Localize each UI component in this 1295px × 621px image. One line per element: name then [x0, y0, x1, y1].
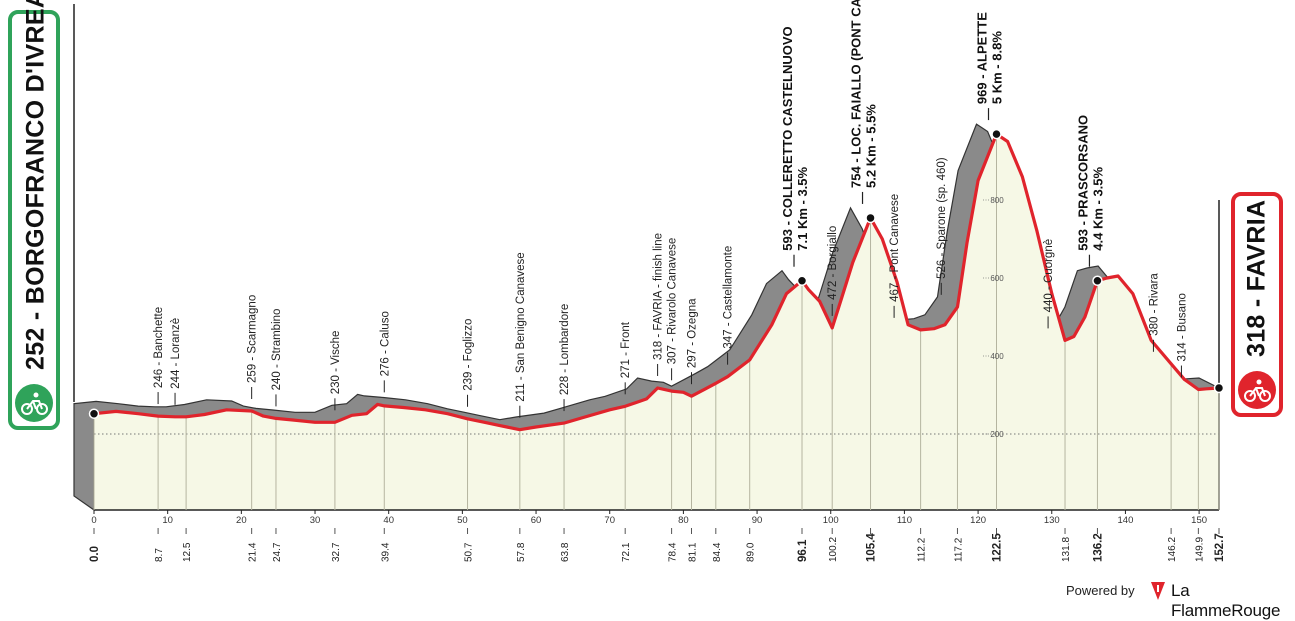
- place-label: 314 - Busano: [1176, 293, 1188, 361]
- powered-by-text: Powered by: [1066, 583, 1135, 598]
- place-label: 467 - Pont Canavese: [889, 194, 901, 302]
- km-mark-label: 122.5: [992, 533, 1004, 562]
- km-tick-label: 10: [162, 515, 173, 526]
- place-label: 526 - Sparone (sp. 460): [936, 157, 948, 279]
- km-tick-label: 130: [1044, 515, 1060, 526]
- km-tick-label: 50: [457, 515, 468, 526]
- km-mark-label: 149.9: [1194, 537, 1205, 562]
- start-badge: 252 - BORGOFRANCO D'IVREA: [8, 0, 60, 430]
- climb-label-detail: 5.2 Km - 5.5%: [864, 104, 879, 188]
- place-label: 380 - Rivara: [1148, 273, 1160, 336]
- finish-badge: 318 - FAVRIA: [1231, 192, 1283, 417]
- km-tick-label: 80: [678, 515, 689, 526]
- place-label: 271 - Front: [620, 321, 632, 378]
- km-mark-label: 32.7: [331, 542, 342, 562]
- start-marker: [88, 408, 100, 419]
- altitude-tick-label: 800: [990, 196, 1004, 205]
- km-tick-label: 150: [1191, 515, 1207, 526]
- climb-label-name: 593 - COLLERETTO CASTELNUOVO: [780, 26, 795, 250]
- place-label: 240 - Strambino: [271, 309, 283, 391]
- km-mark-label: 78.4: [668, 542, 679, 562]
- km-tick-label: 90: [752, 515, 763, 526]
- km-mark-label: 152.7: [1214, 533, 1226, 562]
- climb-label-detail: 5 Km - 8.8%: [990, 31, 1005, 104]
- km-mark-label: 24.7: [272, 542, 283, 562]
- km-mark-label: 117.2: [953, 537, 964, 562]
- climb-marker: [796, 275, 808, 286]
- km-mark-label: 96.1: [797, 539, 809, 562]
- km-mark-label: 84.4: [712, 542, 723, 562]
- km-mark-label: 112.2: [917, 537, 928, 562]
- km-tick-label: 110: [897, 515, 912, 526]
- climb-label-name: 969 - ALPETTE: [975, 12, 990, 104]
- km-mark-label: 39.4: [380, 542, 391, 562]
- climb-marker: [991, 128, 1002, 140]
- km-tick-label: 120: [970, 515, 986, 526]
- climb-label-name: 754 - LOC. FAIALLO (PONT CANAVESE): [849, 0, 864, 188]
- altitude-tick-label: 200: [990, 430, 1004, 439]
- start-label: 252 - BORGOFRANCO D'IVREA: [21, 0, 50, 370]
- km-mark-label: 136.2: [1092, 533, 1104, 562]
- place-label: 259 - Scarmagno: [247, 295, 259, 383]
- km-mark-label: 131.8: [1061, 537, 1072, 562]
- cyclist-icon: [1238, 371, 1276, 409]
- km-mark-label: 57.8: [516, 542, 527, 562]
- climb-marker: [865, 212, 876, 224]
- climb-label-name: 593 - PRASCORSANO: [1075, 115, 1090, 251]
- km-tick-label: 0: [91, 515, 96, 526]
- place-label: 297 - Ozegna: [686, 298, 698, 368]
- km-tick-label: 30: [310, 515, 321, 526]
- km-tick-label: 100: [823, 515, 839, 526]
- finish-label: 318 - FAVRIA: [1242, 199, 1271, 357]
- km-mark-label: 100.2: [828, 537, 839, 562]
- km-mark-label: 8.7: [154, 548, 165, 562]
- place-label: 228 - Lombardore: [559, 304, 571, 395]
- place-label: 318 - FAVRIA - finish line: [653, 233, 665, 360]
- km-mark-label: 81.1: [687, 542, 698, 562]
- profile-area: [94, 134, 1219, 510]
- place-label: 440 - Cuorgnè: [1043, 239, 1055, 313]
- km-mark-label: 72.1: [621, 542, 632, 562]
- flame-logo-icon: [1151, 582, 1165, 600]
- climb-label-detail: 4.4 Km - 3.5%: [1090, 166, 1105, 250]
- km-tick-label: 140: [1118, 515, 1134, 526]
- km-mark-label: 21.4: [248, 542, 259, 562]
- brand-name: La FlammeRouge: [1171, 581, 1281, 620]
- climb-label-detail: 7.1 Km - 3.5%: [795, 166, 810, 250]
- place-label: 347 - Castellamonte: [723, 246, 735, 349]
- place-label: 211 - San Benigno Canavese: [515, 252, 527, 401]
- km-mark-label: 146.2: [1167, 537, 1178, 562]
- cyclist-icon: [15, 384, 53, 422]
- place-label: 244 - Loranzè: [170, 318, 182, 389]
- km-mark-label: 105.4: [866, 533, 878, 562]
- km-tick-label: 20: [236, 515, 247, 526]
- place-label: 276 - Caluso: [379, 311, 391, 376]
- place-label: 472 - Borgiallo: [827, 226, 839, 300]
- km-mark-label: 50.7: [464, 542, 475, 562]
- km-mark-label: 89.0: [746, 542, 757, 562]
- km-mark-label: 63.8: [560, 542, 571, 562]
- place-label: 230 - Vische: [330, 331, 342, 395]
- altitude-tick-label: 400: [990, 352, 1004, 361]
- climb-marker: [1092, 275, 1103, 286]
- place-label: 239 - Foglizzo: [463, 319, 475, 391]
- altitude-tick-label: 600: [990, 274, 1004, 283]
- km-mark-label: 0.0: [89, 546, 101, 562]
- finish-marker: [1213, 382, 1225, 394]
- place-label: 307 - Rivarolo Canavese: [667, 238, 679, 365]
- km-mark-label: 12.5: [182, 542, 193, 562]
- profile-line: [93, 132, 1220, 432]
- km-tick-label: 40: [383, 515, 394, 526]
- km-tick-label: 70: [604, 515, 615, 526]
- km-tick-label: 60: [531, 515, 542, 526]
- place-label: 246 - Banchette: [153, 307, 165, 388]
